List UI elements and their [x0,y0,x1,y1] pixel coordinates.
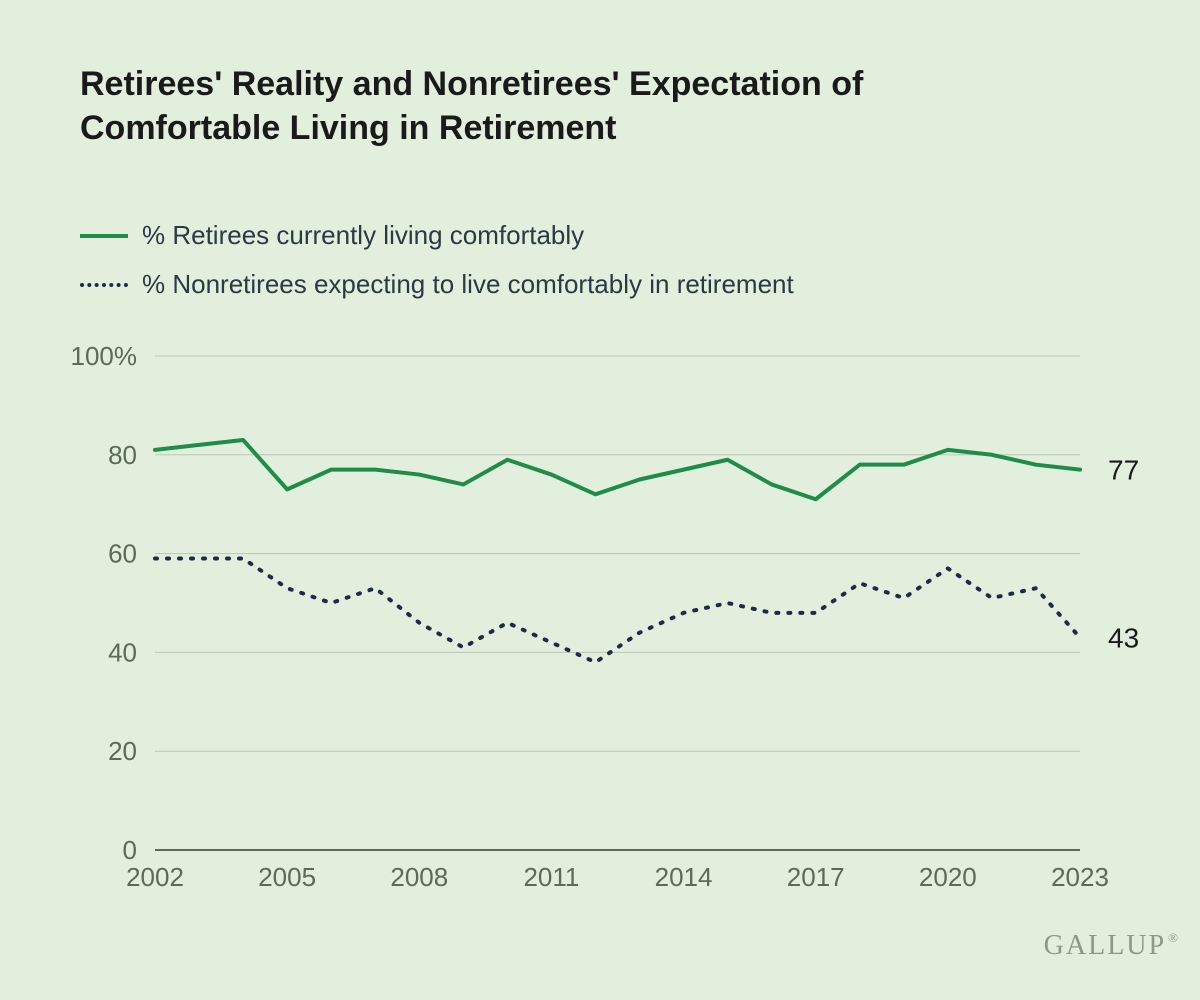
x-tick-label: 2005 [258,862,316,892]
y-tick-label: 80 [108,440,137,470]
x-tick-label: 2008 [390,862,448,892]
series-nonretirees [155,559,1080,663]
y-tick-label: 20 [108,736,137,766]
y-tick-label: 60 [108,539,137,569]
y-tick-label: 40 [108,637,137,667]
brand-registered-icon: ® [1168,930,1180,945]
y-tick-label: 100% [71,341,138,371]
x-tick-label: 2014 [655,862,713,892]
x-tick-label: 2017 [787,862,845,892]
series-retirees-end-label: 77 [1108,455,1139,486]
x-tick-label: 2011 [523,862,579,892]
y-tick-label: 0 [123,835,137,865]
x-tick-label: 2023 [1051,862,1109,892]
series-retirees [155,440,1080,499]
series-nonretirees-end-label: 43 [1108,623,1139,654]
brand-text: GALLUP [1044,930,1166,961]
chart-container: Retirees' Reality and Nonretirees' Expec… [0,0,1200,1000]
x-tick-label: 2020 [919,862,977,892]
plot-svg: 0 20 40 60 80 100% 2002 2005 2008 2011 2014 2017 202… [0,0,1200,1000]
x-tick-label: 2002 [126,862,184,892]
brand-label: GALLUP® [1044,930,1180,962]
